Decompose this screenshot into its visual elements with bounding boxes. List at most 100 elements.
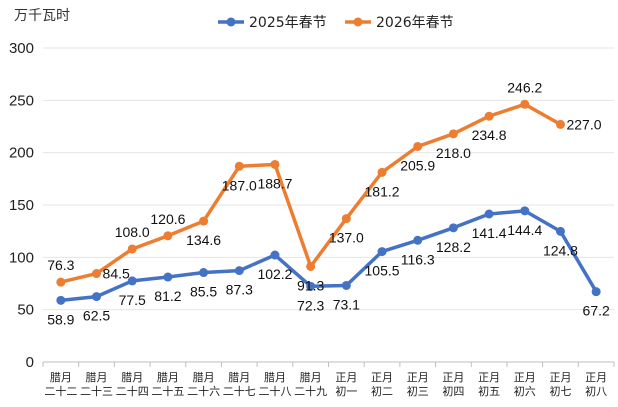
data-label: 58.9 [47,311,74,327]
data-label: 181.2 [365,183,400,199]
data-point [163,272,173,282]
data-label: 205.9 [400,157,435,173]
x-tick-label: 初一 [335,384,357,398]
data-label: 85.5 [190,284,217,300]
data-label: 76.3 [47,257,74,273]
data-point [341,214,351,224]
data-label: 246.2 [507,79,542,95]
data-point [448,223,458,233]
legend-label: 2025年春节 [249,15,327,31]
x-tick-label: 腊月 [157,371,179,384]
x-tick-label: 腊月 [264,371,286,384]
x-tick-label: 正月 [371,371,393,384]
data-label: 144.4 [507,222,542,238]
x-tick-label: 腊月 [121,371,143,384]
data-point [234,266,244,276]
data-label: 134.6 [186,232,221,248]
data-label: 116.3 [401,251,435,267]
data-label: 137.0 [329,230,364,246]
data-point [306,261,316,271]
data-point [163,231,173,241]
data-point [520,206,530,216]
x-tick-label: 二十八 [258,384,291,398]
data-label: 84.5 [103,266,130,282]
x-tick-label: 二十四 [116,384,149,398]
x-tick-label: 二十二 [44,384,77,398]
legend-marker [353,17,363,27]
data-label: 73.1 [333,296,360,312]
gridlines [43,47,614,311]
x-tick-label: 二十五 [151,384,184,398]
data-label: 141.4 [472,225,507,241]
data-label: 124.8 [543,242,578,258]
data-point [448,129,458,139]
data-point [127,276,137,286]
x-tick-label: 二十七 [223,384,256,398]
y-tick-label: 150 [9,197,34,214]
x-tick-label: 正月 [549,371,571,384]
y-tick-label: 300 [9,40,34,57]
data-label: 91.3 [297,277,324,293]
data-label: 87.3 [226,282,253,298]
legend: 2025年春节 2026年春节 [218,15,454,31]
data-point [234,161,244,171]
x-tick-label: 正月 [407,371,429,384]
data-label: 128.2 [436,239,471,255]
data-point [591,287,601,297]
data-label: 227.0 [566,116,601,132]
data-point [413,235,423,245]
axes: 050100150200250300腊月二十二腊月二十三腊月二十四腊月二十五腊月… [9,40,615,398]
data-point [413,141,423,151]
y-tick-label: 200 [9,145,34,162]
x-tick-label: 二十九 [294,384,327,398]
data-label: 105.5 [365,263,400,279]
x-tick-label: 正月 [478,371,500,384]
y-unit-label: 万千瓦时 [14,8,70,24]
data-label: 187.0 [222,177,257,193]
x-tick-label: 腊月 [193,371,215,384]
data-point [377,167,387,177]
x-tick-label: 腊月 [50,371,72,384]
data-label: 62.5 [83,308,110,324]
x-tick-label: 正月 [442,371,464,384]
data-point [341,280,351,290]
series-lines [56,99,601,305]
legend-label: 2026年春节 [376,15,454,31]
data-point [92,292,102,302]
data-point [555,226,565,236]
x-tick-label: 腊月 [86,371,108,384]
data-point [270,159,280,169]
data-point [56,277,66,287]
x-tick-label: 初二 [371,384,393,398]
series-line [60,209,598,303]
x-tick-label: 初八 [585,384,607,398]
data-point [199,268,209,278]
x-tick-label: 腊月 [228,371,250,384]
data-point [56,295,66,305]
y-tick-label: 250 [9,92,34,109]
data-label: 67.2 [583,303,610,319]
data-point [127,244,137,254]
data-point [377,247,387,257]
data-label: 234.8 [472,127,507,143]
x-tick-label: 初六 [514,384,536,398]
x-tick-label: 初七 [549,384,571,398]
x-tick-label: 二十三 [80,384,113,398]
data-label: 108.0 [115,224,150,240]
x-tick-label: 初三 [407,384,429,398]
x-tick-label: 正月 [335,371,357,384]
data-point [484,209,494,219]
data-point [92,269,102,279]
data-label: 188.7 [257,175,292,191]
y-tick-label: 50 [17,302,34,319]
data-point [484,111,494,121]
data-point [306,281,316,291]
x-tick-label: 正月 [585,371,607,384]
data-label: 102.2 [257,266,292,282]
x-tick-label: 腊月 [300,371,322,384]
data-label: 77.5 [119,292,146,308]
data-label: 81.2 [154,288,181,304]
